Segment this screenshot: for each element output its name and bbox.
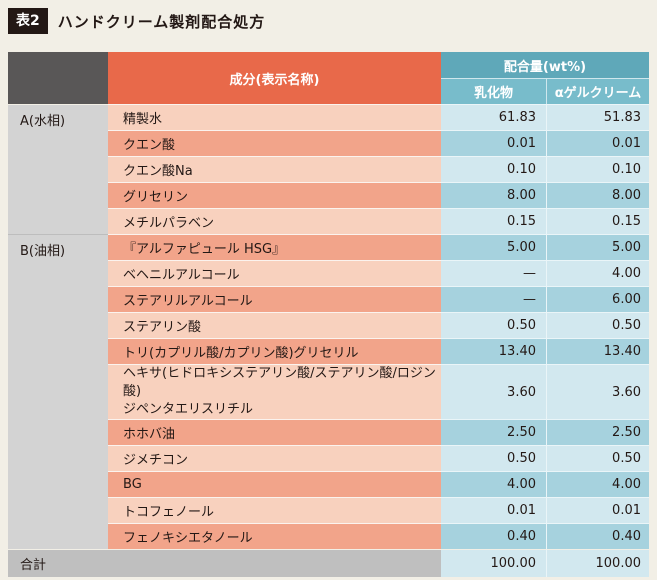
total-row: 合計 100.00 100.00 (8, 549, 649, 577)
value-emulsion: 2.50 (441, 419, 546, 445)
ingredient-name: クエン酸 (108, 130, 441, 156)
value-emulsion: 3.60 (441, 364, 546, 419)
value-alpha-gel: 8.00 (546, 182, 649, 208)
value-alpha-gel: 0.01 (546, 497, 649, 523)
ingredient-name: ジメチコン (108, 445, 441, 471)
header-col-alpha-gel: αゲルクリーム (546, 78, 649, 104)
ingredient-name-line1: ヘキサ(ヒドロキシステアリン酸/ステアリン酸/ロジン酸) (123, 366, 436, 399)
value-emulsion: 0.01 (441, 130, 546, 156)
table-row: クエン酸Na 0.10 0.10 (8, 156, 649, 182)
value-alpha-gel: 0.40 (546, 523, 649, 549)
table-row: ステアリン酸 0.50 0.50 (8, 312, 649, 338)
value-emulsion: 4.00 (441, 471, 546, 497)
total-emulsion: 100.00 (441, 549, 546, 577)
table-title: 表2 ハンドクリーム製剤配合処方 (8, 6, 265, 36)
table-row: ホホバ油 2.50 2.50 (8, 419, 649, 445)
table-row: トリ(カプリル酸/カプリン酸)グリセリル 13.40 13.40 (8, 338, 649, 364)
table-row: グリセリン 8.00 8.00 (8, 182, 649, 208)
ingredient-name: ヘキサ(ヒドロキシステアリン酸/ステアリン酸/ロジン酸) ジペンタエリスリチル (108, 364, 441, 419)
value-alpha-gel: 5.00 (546, 234, 649, 260)
ingredient-name: クエン酸Na (108, 156, 441, 182)
group-label-b: B(油相) (8, 234, 108, 549)
ingredient-name-line2: ジペンタエリスリチル (123, 402, 254, 417)
header-col-emulsion: 乳化物 (441, 78, 546, 104)
value-emulsion: 0.40 (441, 523, 546, 549)
value-alpha-gel: 0.50 (546, 312, 649, 338)
table-row: A(水相) 精製水 61.83 51.83 (8, 104, 649, 234)
table-title-text: ハンドクリーム製剤配合処方 (57, 12, 266, 31)
table-row: ベヘニルアルコール — 4.00 (8, 260, 649, 286)
value-emulsion: 61.83 (441, 104, 546, 130)
value-alpha-gel: 4.00 (546, 260, 649, 286)
value-emulsion: 13.40 (441, 338, 546, 364)
formulation-table: 成分(表示名称) 配合量(wt%) 乳化物 αゲルクリーム A(水相) 精製水 … (8, 52, 649, 577)
value-emulsion: 5.00 (441, 234, 546, 260)
table-number-badge: 表2 (8, 8, 48, 34)
table-row: ステアリルアルコール — 6.00 (8, 286, 649, 312)
total-alpha-gel: 100.00 (546, 549, 649, 577)
table-row: ジメチコン 0.50 0.50 (8, 445, 649, 471)
header-row: 成分(表示名称) 配合量(wt%) (8, 52, 649, 104)
header-component: 成分(表示名称) (108, 52, 441, 104)
ingredient-name: ベヘニルアルコール (108, 260, 441, 286)
table-row: ヘキサ(ヒドロキシステアリン酸/ステアリン酸/ロジン酸) ジペンタエリスリチル 3… (8, 364, 649, 419)
ingredient-name: トリ(カプリル酸/カプリン酸)グリセリル (108, 338, 441, 364)
value-alpha-gel: 0.15 (546, 208, 649, 234)
ingredient-name: 『アルファピュール HSG』 (108, 234, 441, 260)
value-alpha-gel: 0.50 (546, 445, 649, 471)
header-subrow: 乳化物 αゲルクリーム (8, 78, 649, 104)
ingredient-name: トコフェノール (108, 497, 441, 523)
total-spacer (108, 549, 441, 577)
group-label-a: A(水相) (8, 104, 108, 234)
table-row: フェノキシエタノール 0.40 0.40 (8, 523, 649, 549)
value-alpha-gel: 0.01 (546, 130, 649, 156)
ingredient-name: BG (108, 471, 441, 497)
table-row: B(油相) 『アルファピュール HSG』 5.00 5.00 (8, 234, 649, 549)
value-emulsion: — (441, 286, 546, 312)
value-alpha-gel: 6.00 (546, 286, 649, 312)
header-corner (8, 52, 108, 104)
value-emulsion: 0.50 (441, 445, 546, 471)
value-alpha-gel: 3.60 (546, 364, 649, 419)
value-emulsion: 0.50 (441, 312, 546, 338)
value-alpha-gel: 13.40 (546, 338, 649, 364)
value-alpha-gel: 2.50 (546, 419, 649, 445)
value-alpha-gel: 4.00 (546, 471, 649, 497)
ingredient-name: メチルパラベン (108, 208, 441, 234)
ingredient-name: グリセリン (108, 182, 441, 208)
table-row: トコフェノール 0.01 0.01 (8, 497, 649, 523)
header-amount: 配合量(wt%) (441, 52, 649, 78)
value-emulsion: — (441, 260, 546, 286)
value-emulsion: 0.10 (441, 156, 546, 182)
ingredient-name: フェノキシエタノール (108, 523, 441, 549)
table-row: メチルパラベン 0.15 0.15 (8, 208, 649, 234)
ingredient-name: ステアリン酸 (108, 312, 441, 338)
table-row: クエン酸 0.01 0.01 (8, 130, 649, 156)
value-alpha-gel: 0.10 (546, 156, 649, 182)
value-emulsion: 0.15 (441, 208, 546, 234)
value-emulsion: 0.01 (441, 497, 546, 523)
ingredient-name: ホホバ油 (108, 419, 441, 445)
value-alpha-gel: 51.83 (546, 104, 649, 130)
ingredient-name: ステアリルアルコール (108, 286, 441, 312)
table-row: BG 4.00 4.00 (8, 471, 649, 497)
total-label: 合計 (8, 549, 108, 577)
value-emulsion: 8.00 (441, 182, 546, 208)
ingredient-name: 精製水 (108, 104, 441, 130)
